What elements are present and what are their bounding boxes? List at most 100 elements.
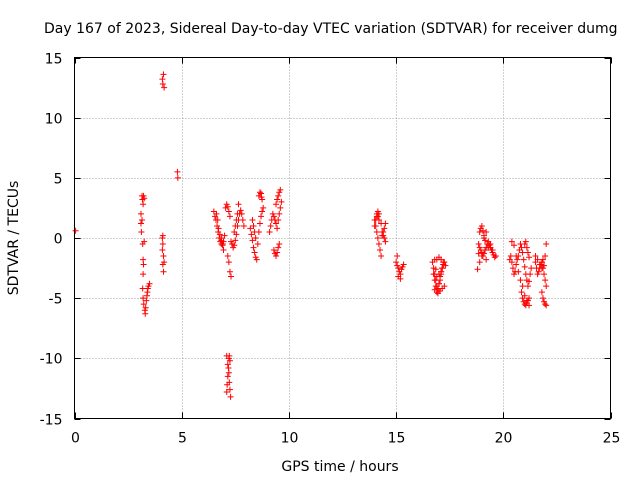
data-point — [520, 256, 527, 263]
data-point — [273, 220, 280, 227]
x-tick-label: 15 — [388, 431, 406, 447]
data-point — [393, 259, 400, 266]
data-point — [275, 216, 282, 223]
scatter-series — [72, 71, 550, 400]
data-point — [541, 271, 548, 278]
data-point — [430, 271, 437, 278]
data-point — [258, 213, 265, 220]
axis-ticks: 0 5 10 15 20 25 -15 -10 -5 0 5 10 15 — [40, 52, 621, 447]
data-point — [526, 278, 533, 285]
x-axis-title: GPS time / hours — [281, 459, 398, 475]
data-point — [251, 249, 258, 256]
data-point — [377, 247, 384, 254]
data-point — [250, 222, 257, 229]
data-point — [259, 208, 266, 215]
data-point — [378, 253, 385, 260]
data-point — [235, 201, 242, 208]
data-point — [137, 220, 144, 227]
data-point — [254, 241, 261, 248]
data-point — [232, 222, 239, 229]
data-point — [160, 253, 167, 260]
data-point — [273, 201, 280, 208]
data-point — [270, 247, 277, 254]
y-tick-label: 10 — [45, 112, 63, 128]
data-point — [441, 283, 448, 290]
data-point — [535, 268, 542, 275]
data-point — [485, 244, 492, 251]
data-point — [141, 238, 148, 245]
data-point — [139, 216, 146, 223]
data-point — [509, 265, 516, 272]
data-point — [231, 242, 238, 249]
data-point — [248, 231, 255, 238]
data-point — [253, 256, 260, 263]
data-point — [237, 207, 244, 214]
data-point — [511, 242, 518, 249]
data-point — [247, 225, 254, 232]
data-point — [139, 285, 146, 292]
data-point — [543, 241, 550, 248]
data-point — [431, 277, 438, 284]
data-point — [519, 283, 526, 290]
data-point — [491, 254, 498, 261]
data-point — [218, 235, 225, 241]
data-point — [159, 241, 166, 248]
data-point — [475, 250, 482, 257]
data-point — [379, 228, 386, 235]
data-point — [395, 265, 402, 272]
data-point — [216, 231, 223, 238]
data-point — [519, 295, 526, 302]
data-point — [251, 228, 258, 235]
data-point — [394, 253, 401, 260]
data-point — [476, 228, 483, 235]
data-point — [140, 201, 147, 208]
data-point — [378, 220, 385, 227]
data-point — [371, 222, 378, 229]
data-point — [524, 283, 531, 290]
data-point — [140, 261, 147, 268]
data-point — [221, 232, 228, 239]
data-point — [256, 189, 263, 196]
data-point — [224, 381, 231, 388]
data-point — [534, 256, 541, 263]
data-point — [224, 373, 231, 380]
data-point — [432, 266, 439, 273]
data-point — [514, 256, 521, 263]
data-point — [160, 71, 167, 78]
data-point — [435, 280, 442, 287]
data-point — [274, 196, 281, 203]
data-point — [481, 235, 488, 241]
data-point — [372, 216, 379, 223]
data-point — [375, 241, 382, 248]
data-point — [234, 210, 241, 217]
data-point — [397, 275, 404, 282]
data-point — [508, 259, 515, 266]
data-point — [513, 261, 520, 268]
plot-frame — [74, 57, 611, 419]
data-point — [249, 237, 256, 244]
data-point — [270, 213, 277, 220]
data-point — [536, 261, 543, 268]
data-point — [174, 168, 181, 175]
data-point — [543, 283, 550, 290]
data-point — [252, 235, 259, 241]
y-tick-label: 5 — [54, 172, 63, 188]
data-point — [518, 244, 525, 251]
data-point — [507, 253, 514, 260]
data-point — [249, 216, 256, 223]
data-point — [274, 249, 281, 256]
data-point — [223, 389, 230, 396]
data-point — [542, 253, 549, 260]
data-point — [440, 259, 447, 266]
data-point — [227, 393, 234, 400]
data-point — [478, 222, 485, 229]
data-point — [479, 227, 486, 234]
data-point — [174, 174, 181, 181]
data-point — [226, 213, 233, 220]
data-point — [381, 225, 388, 232]
data-point — [474, 266, 481, 273]
data-point — [438, 268, 445, 275]
data-point — [159, 232, 166, 239]
data-point — [260, 204, 267, 211]
data-point — [259, 196, 266, 203]
